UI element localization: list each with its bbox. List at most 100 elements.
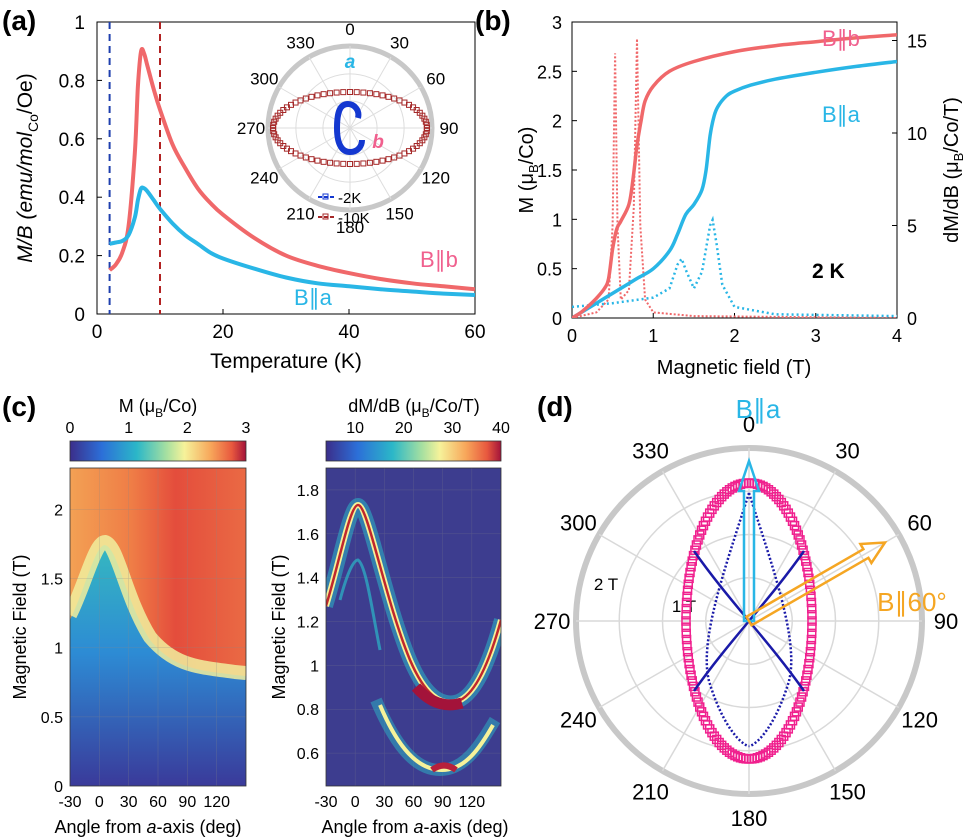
polar-marker-outer [793,702,804,712]
polar-marker-outer [716,740,727,751]
y-tick-label-b: 3 [552,13,562,33]
polar-angle-label: 330 [632,438,669,463]
polar-marker-outer [681,616,691,626]
polar-marker-outer [696,707,707,717]
inset-axis-label-a: a [345,52,356,73]
x-tick-label-b: 0 [567,326,577,346]
polar-marker-outer [791,525,802,535]
series-M-Bb [572,33,897,318]
panel-label-c: (c) [2,391,36,422]
arrow-label-B-a: B∥a [736,394,781,424]
x-axis-label-b: Magnetic field (T) [657,357,812,379]
polar-marker-outer [684,573,694,584]
polar-radial-label-2T: 2 T [594,575,618,594]
y-tick-label-a: 0 [74,305,85,326]
inset-marker-10K [272,134,279,141]
polar-angle-label: 270 [534,609,571,634]
heatmap-y-tick-label: 1.5 [41,572,63,589]
colorbar-ticks-c-left: 0 1 2 3 [66,420,251,437]
inset-angle-label: 270 [237,119,265,138]
inset-marker-10K [373,91,380,98]
x-tick-label-a: 40 [338,322,359,343]
inset-marker-10K [353,160,360,167]
polar-marker-outer [806,628,817,639]
polar-marker-outer [686,562,696,572]
inset-marker-10K [353,89,360,96]
inset-axis-label-b: b [372,132,384,153]
y-tick-label-a: 0.2 [59,247,85,268]
colorbar-label-c-left: M (μB/Co) [119,396,197,420]
panel-a-ticks: 0 20 40 60 0 0.2 0.4 0.6 0.8 1 [59,13,486,343]
polar-grid-spoke [598,533,750,622]
polar-marker-outer [774,737,784,748]
y-tick-label-b: 2.5 [537,62,562,82]
y-axis-label-b-right: dM/dB (μB/Co/T) [941,97,966,243]
heatmap-x-tick-label: 60 [405,794,423,811]
inset-marker-10K [308,93,315,100]
inset-angle-label: 300 [250,70,278,89]
inset-marker-10K [421,115,428,122]
y-tick-label-b: 0 [552,309,562,329]
series-label-b-Bb: B∥b [822,26,860,51]
polar-marker-outer [722,745,732,755]
inset-marker-10K [385,93,392,100]
series-line-Bb [108,47,475,292]
y-tick-label-a: 0.6 [59,130,85,151]
heatmap-c-right-ticks: -30 0 30 60 90 120 0.6 0.8 1 1.2 1.4 1.6 1.8 [297,483,486,811]
panel-label-d: (d) [537,391,573,422]
inset-marker-10K [327,159,334,166]
heatmap-c-left-boundary [70,534,246,680]
polar-grid-spoke [661,470,750,622]
colorbar-c-right [325,440,502,462]
heatmap-x-tick-label: -30 [58,794,81,811]
polar-marker-outer [806,640,816,651]
polar-marker-outer [803,567,813,578]
colorbar-tick-label: 3 [242,420,251,437]
polar-marker-outer [685,567,695,578]
polar-marker-outer [714,494,724,505]
polar-marker-outer [774,494,784,505]
heatmap-c-right-faint [338,558,382,651]
polar-marker-outer [766,487,776,497]
polar-marker-outer [804,658,814,669]
colorbar-c-left [69,440,247,462]
polar-marker-outer [686,670,696,680]
heatmap-c-right-lower-peak [430,762,458,773]
polar-marker-outer [802,670,812,680]
y-tick-label-a: 0.4 [59,188,86,209]
polar-marker-outer [801,556,811,566]
polar-marker-outer [771,491,782,502]
heatmap-x-tick-label: 120 [203,794,230,811]
polar-marker-outer [683,652,694,663]
polar-marker-outer [719,743,729,753]
inset-marker-10K [391,154,398,161]
y-tick-label-a: 0.8 [59,71,85,92]
inset-polar-plot: 0 30 60 90 120 150 180 210 240 270 300 330 a b -2K -10K [237,20,459,237]
polar-marker-outer [684,658,694,669]
polar-marker-outer [807,610,817,620]
polar-marker-outer [802,562,812,572]
inset-marker-10K [270,121,277,128]
inset-marker-10K [422,131,429,138]
polar-marker-outer [716,491,727,502]
polar-grid-spoke [748,620,837,772]
polar-marker-outer [685,664,695,675]
heatmap-y-tick-label: 2 [54,502,63,519]
x-tick-label-b: 1 [648,326,658,346]
polar-grid-spoke [661,620,750,772]
x-axis-label-a: Temperature (K) [210,350,362,373]
inset-marker-10K [314,157,321,164]
polar-marker-outer [804,652,815,663]
heatmap-x-tick-label: 90 [178,794,196,811]
heatmap-x-tick-label: 90 [434,794,452,811]
inset-marker-10K [340,160,347,167]
inset-marker-10K [308,156,315,163]
inset-marker-10K [423,128,430,135]
heatmap-y-tick-label: 1 [54,641,63,658]
polar-marker-outer [694,530,705,540]
polar-angle-label: 300 [560,511,597,536]
